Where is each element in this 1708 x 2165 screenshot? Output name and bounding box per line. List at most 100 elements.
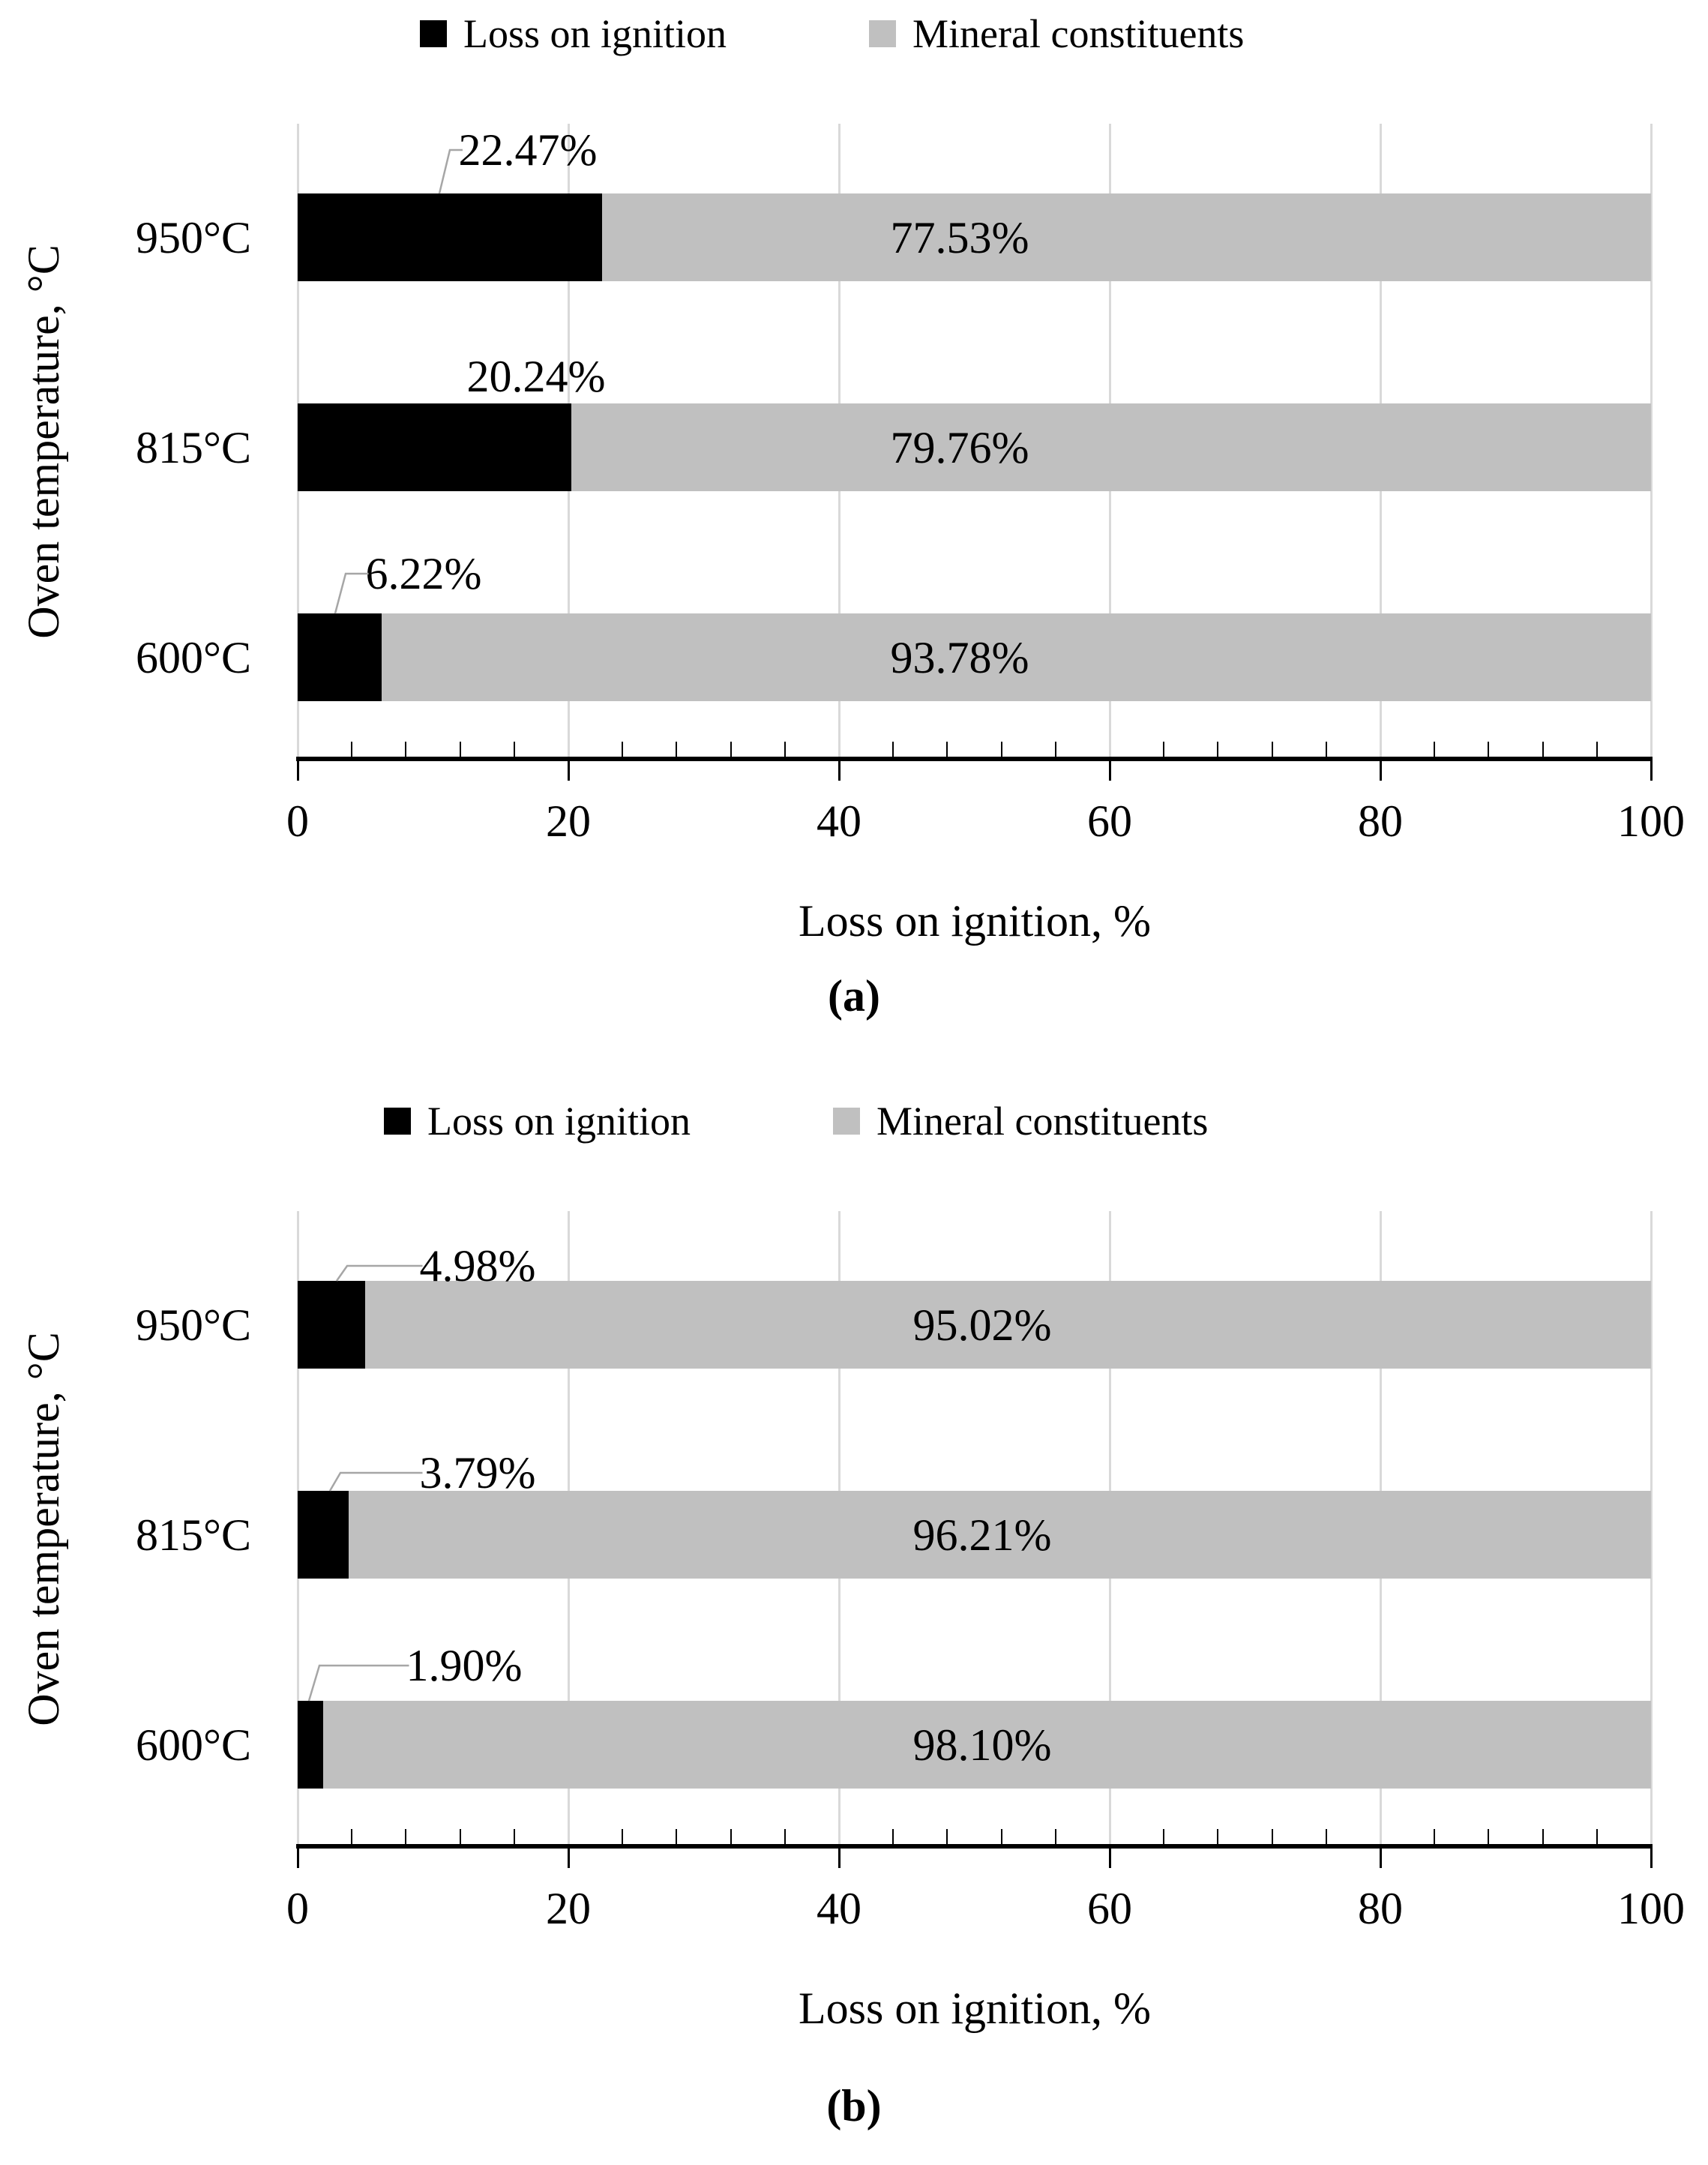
x-axis-minor-tick <box>1054 1829 1056 1844</box>
gridline-100 <box>1650 124 1653 759</box>
leader-line <box>335 1264 423 1282</box>
x-axis-minor-tick <box>351 742 353 757</box>
x-axis-tick-label: 0 <box>286 796 309 846</box>
x-axis-minor-tick <box>1000 1829 1002 1844</box>
x-axis-minor-tick <box>1434 742 1436 757</box>
x-axis-minor-tick <box>1596 742 1598 757</box>
x-axis-minor-tick <box>1434 1829 1436 1844</box>
x-axis-tick-label: 80 <box>1358 796 1403 846</box>
x-axis-major-tick <box>297 1849 299 1868</box>
x-axis-tick-label: 60 <box>1087 1884 1132 1933</box>
x-axis-tick-label: 20 <box>546 1884 591 1933</box>
x-axis-tick-label: 60 <box>1087 796 1132 846</box>
category-label-950c: 950°C <box>135 212 251 262</box>
legend-item-loss-on-ignition: Loss on ignition <box>420 13 727 54</box>
legend-swatch-icon <box>384 1108 411 1135</box>
bar-segment-loss-on-ignition <box>298 613 382 701</box>
x-axis-major-tick <box>297 761 299 781</box>
x-axis-minor-tick <box>1217 742 1219 757</box>
category-label-815c: 815°C <box>135 1510 251 1560</box>
data-label-loss-on-ignition: 20.24% <box>466 352 606 401</box>
bar-segment-mineral-constituents <box>364 1281 1651 1369</box>
x-axis-tick-label: 40 <box>817 1884 861 1933</box>
bar-segment-loss-on-ignition <box>298 1701 324 1789</box>
x-axis-title: Loss on ignition, % <box>798 1984 1152 2033</box>
x-axis-major-tick <box>1380 761 1382 781</box>
data-label-mineral-constituents: 79.76% <box>890 422 1029 472</box>
x-axis-minor-tick <box>459 1829 461 1844</box>
leader-line <box>328 1471 423 1492</box>
x-axis-minor-tick <box>1000 742 1002 757</box>
x-axis-minor-tick <box>892 742 894 757</box>
x-axis-major-tick <box>568 761 570 781</box>
bar-segment-mineral-constituents <box>349 1491 1651 1579</box>
legend-item-mineral-constituents: Mineral constituents <box>869 13 1244 54</box>
x-axis-minor-tick <box>513 742 515 757</box>
legend-label: Loss on ignition <box>463 11 727 56</box>
x-axis-minor-tick <box>1271 1829 1273 1844</box>
legend-swatch-icon <box>833 1108 861 1135</box>
data-label-mineral-constituents: 98.10% <box>912 1720 1052 1770</box>
x-axis-minor-tick <box>1217 1829 1219 1844</box>
bar-segment-mineral-constituents <box>323 1701 1651 1789</box>
x-axis-minor-tick <box>1488 742 1490 757</box>
data-label-mineral-constituents: 95.02% <box>912 1300 1052 1350</box>
chart-panel-a: Loss on ignition Mineral constituents 950°… <box>0 0 1708 1082</box>
bar-segment-loss-on-ignition <box>298 1491 349 1579</box>
leader-line <box>334 572 369 614</box>
legend-label: Loss on ignition <box>427 1099 691 1144</box>
x-axis-tick-label: 80 <box>1358 1884 1403 1933</box>
data-label-loss-on-ignition: 3.79% <box>419 1448 536 1498</box>
x-axis-minor-tick <box>622 1829 624 1844</box>
category-label-600c: 600°C <box>135 632 251 682</box>
x-axis-minor-tick <box>676 742 678 757</box>
x-axis-minor-tick <box>1596 1829 1598 1844</box>
x-axis-minor-tick <box>1325 742 1327 757</box>
legend: Loss on ignition Mineral constituents <box>420 11 1244 56</box>
x-axis-major-tick <box>1109 761 1111 781</box>
x-axis-minor-tick <box>1542 742 1544 757</box>
x-axis-minor-tick <box>405 742 407 757</box>
legend-item-mineral-constituents: Mineral constituents <box>833 1101 1208 1141</box>
legend-swatch-icon <box>869 20 897 47</box>
x-axis-major-tick <box>568 1849 570 1868</box>
legend-swatch-icon <box>420 20 447 47</box>
x-axis-minor-tick <box>946 1829 948 1844</box>
x-axis-minor-tick <box>459 742 461 757</box>
bar-segment-loss-on-ignition <box>298 193 602 281</box>
x-axis-major-tick <box>1650 1849 1653 1868</box>
data-label-mineral-constituents: 77.53% <box>890 212 1029 262</box>
data-label-mineral-constituents: 93.78% <box>890 632 1029 682</box>
x-axis-minor-tick <box>892 1829 894 1844</box>
x-axis-tick-label: 100 <box>1617 796 1685 846</box>
x-axis-line <box>296 757 1653 761</box>
x-axis-major-tick <box>838 761 841 781</box>
legend: Loss on ignition Mineral constituents <box>384 1099 1208 1144</box>
x-axis-minor-tick <box>622 742 624 757</box>
x-axis-minor-tick <box>946 742 948 757</box>
x-axis-minor-tick <box>1163 1829 1165 1844</box>
data-label-loss-on-ignition: 6.22% <box>365 549 482 598</box>
x-axis-minor-tick <box>1163 742 1165 757</box>
x-axis-minor-tick <box>1542 1829 1544 1844</box>
x-axis-minor-tick <box>1325 1829 1327 1844</box>
x-axis-minor-tick <box>730 742 732 757</box>
legend-item-loss-on-ignition: Loss on ignition <box>384 1101 691 1141</box>
x-axis-tick-label: 40 <box>817 796 861 846</box>
x-axis-major-tick <box>1380 1849 1382 1868</box>
x-axis-minor-tick <box>676 1829 678 1844</box>
bar-segment-mineral-constituents <box>601 193 1651 281</box>
x-axis-minor-tick <box>1488 1829 1490 1844</box>
x-axis-title: Loss on ignition, % <box>798 896 1152 946</box>
data-label-loss-on-ignition: 22.47% <box>458 125 598 175</box>
bar-segment-loss-on-ignition <box>298 1281 365 1369</box>
panel-label-a: (a) <box>828 971 880 1021</box>
x-axis-minor-tick <box>513 1829 515 1844</box>
bar-segment-mineral-constituents <box>571 403 1651 491</box>
category-label-815c: 815°C <box>135 422 251 472</box>
leader-line <box>307 1664 409 1702</box>
bar-segment-loss-on-ignition <box>298 403 572 491</box>
panel-label-b: (b) <box>826 2081 882 2131</box>
data-label-loss-on-ignition: 1.90% <box>406 1641 523 1690</box>
